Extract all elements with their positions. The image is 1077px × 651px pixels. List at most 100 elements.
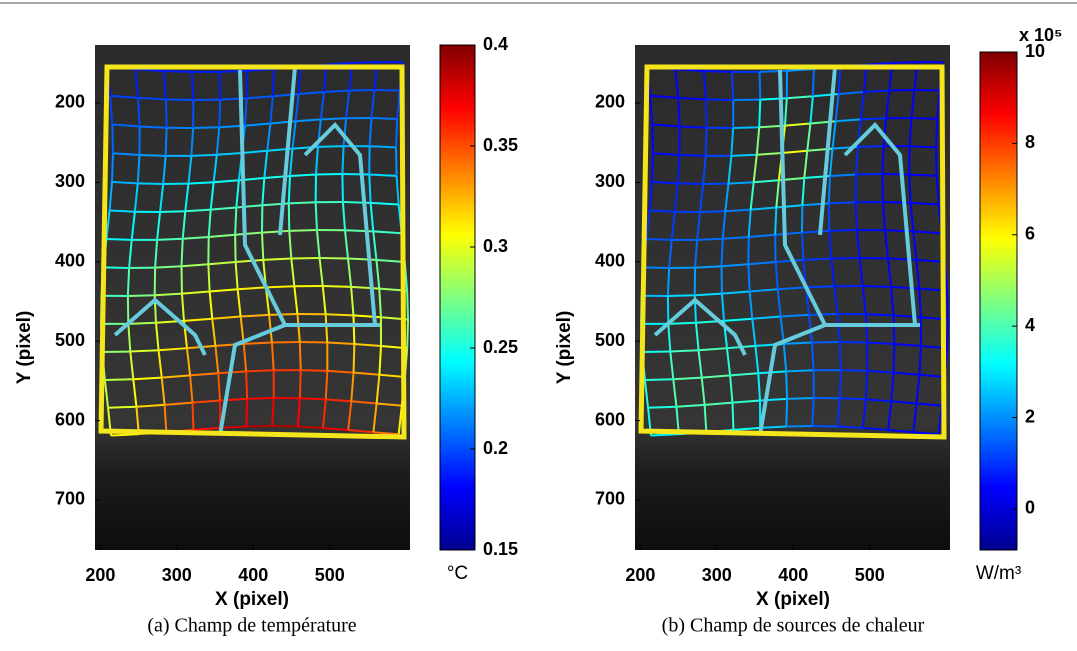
mesh-line bbox=[862, 426, 889, 432]
mesh-line bbox=[678, 96, 706, 101]
mesh-line bbox=[783, 98, 788, 126]
y-tick-label: 600 bbox=[55, 409, 85, 429]
mesh-line bbox=[370, 201, 399, 206]
mesh-line bbox=[271, 397, 275, 427]
mesh-line bbox=[287, 203, 291, 231]
mesh-line bbox=[191, 402, 195, 430]
mesh-line bbox=[760, 425, 787, 429]
mesh-line bbox=[321, 399, 327, 429]
mesh-line bbox=[324, 314, 329, 343]
mesh-line bbox=[322, 426, 349, 432]
mesh-line bbox=[775, 231, 803, 236]
mesh-line bbox=[154, 239, 159, 268]
mesh-line bbox=[209, 182, 215, 210]
mesh-line bbox=[840, 369, 868, 372]
mesh-line bbox=[193, 426, 221, 431]
mesh-line bbox=[106, 237, 132, 241]
mesh-line bbox=[397, 405, 403, 435]
mesh-line bbox=[749, 288, 778, 293]
mesh-line bbox=[288, 230, 293, 259]
x-tick-label: 400 bbox=[238, 565, 268, 585]
mesh-line bbox=[731, 402, 735, 430]
mesh-line bbox=[217, 373, 222, 401]
mesh-line bbox=[237, 286, 266, 291]
colorbar-unit: °C bbox=[447, 563, 468, 584]
mesh-line bbox=[893, 314, 922, 319]
mesh-line bbox=[697, 237, 723, 241]
mesh-line bbox=[694, 322, 700, 351]
mesh-line bbox=[775, 258, 804, 263]
mesh-line bbox=[727, 155, 733, 184]
mesh-line bbox=[139, 153, 166, 157]
mesh-line bbox=[347, 401, 353, 431]
mesh-line bbox=[881, 201, 886, 231]
mesh-line bbox=[918, 288, 922, 318]
mesh-line bbox=[353, 314, 382, 319]
colorbar-tick-label: 0.25 bbox=[483, 337, 518, 357]
mesh-line bbox=[112, 152, 140, 156]
mesh-line bbox=[866, 61, 893, 66]
mesh-line bbox=[865, 313, 894, 317]
mesh-line bbox=[782, 343, 788, 372]
mesh-line bbox=[343, 230, 350, 259]
mesh-line bbox=[188, 181, 214, 185]
mesh-line bbox=[351, 285, 380, 290]
mesh-line bbox=[326, 61, 353, 66]
mesh-line bbox=[881, 146, 885, 175]
mesh-line bbox=[111, 180, 138, 185]
mesh-line bbox=[396, 90, 401, 119]
mesh-line bbox=[218, 99, 222, 128]
mesh-line bbox=[721, 263, 749, 268]
mesh-line bbox=[132, 379, 138, 407]
mesh-line bbox=[885, 90, 891, 119]
mesh-line bbox=[721, 211, 727, 239]
mesh-line bbox=[291, 257, 320, 260]
mesh-line bbox=[378, 288, 382, 318]
caption: (b) Champ de sources de chaleur bbox=[662, 615, 925, 637]
mesh-line bbox=[164, 127, 168, 156]
mesh-line bbox=[909, 173, 937, 177]
mesh-line bbox=[314, 146, 319, 175]
mesh-line bbox=[887, 257, 917, 261]
mesh-line bbox=[836, 398, 841, 427]
y-tick-label: 500 bbox=[55, 330, 85, 350]
colorbar-multiplier: x 10⁵ bbox=[1019, 25, 1063, 45]
mesh-line bbox=[888, 429, 914, 434]
mesh-line bbox=[916, 402, 942, 407]
mesh-line bbox=[702, 155, 707, 185]
x-tick-label: 500 bbox=[315, 565, 345, 585]
mesh-line bbox=[348, 429, 374, 434]
mesh-line bbox=[887, 401, 893, 431]
mesh-line bbox=[677, 97, 681, 127]
mesh-line bbox=[157, 350, 163, 378]
mesh-line bbox=[209, 288, 238, 293]
mesh-line bbox=[696, 211, 702, 240]
mesh-line bbox=[105, 210, 111, 240]
mesh-line bbox=[126, 267, 131, 297]
mesh-line bbox=[812, 425, 838, 428]
mesh-line bbox=[245, 398, 249, 427]
mesh-line bbox=[129, 351, 135, 380]
mesh-line bbox=[730, 372, 759, 377]
colorbar bbox=[439, 44, 476, 551]
mesh-line bbox=[185, 348, 192, 376]
mesh-line bbox=[239, 316, 245, 345]
colorbar-tick-label: 4 bbox=[1025, 315, 1035, 335]
mesh-line bbox=[299, 341, 328, 344]
mesh-line bbox=[698, 347, 728, 352]
mesh-line bbox=[733, 126, 760, 129]
specimen-image bbox=[635, 45, 950, 550]
mesh-line bbox=[837, 66, 842, 95]
mesh-line bbox=[650, 433, 679, 437]
mesh-line bbox=[246, 95, 273, 100]
mesh-line bbox=[133, 376, 162, 381]
mesh-line bbox=[265, 285, 295, 289]
mesh-line bbox=[260, 232, 265, 260]
mesh-line bbox=[315, 229, 321, 259]
mesh-line bbox=[839, 341, 868, 344]
mesh-line bbox=[288, 148, 294, 177]
mesh-line bbox=[193, 126, 220, 129]
mesh-line bbox=[861, 285, 867, 315]
y-tick-label: 300 bbox=[595, 171, 625, 191]
